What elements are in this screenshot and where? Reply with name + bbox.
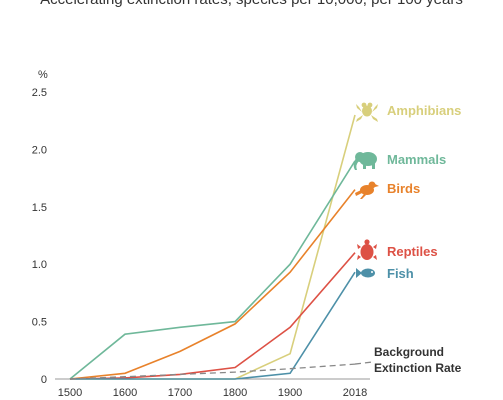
x-tick-label: 2018 [343,387,367,399]
frog-icon [356,102,378,122]
x-tick-label: 1600 [113,387,137,399]
y-tick-label: 1.5 [32,202,47,214]
series-labels: Amphibians Mammals Birds Reptiles Fish Backgr… [374,103,462,375]
y-tick-label: 0.5 [32,317,47,329]
series-line-fish [70,271,356,380]
series-label-mammals: Mammals [387,152,446,167]
turtle-icon [357,239,377,260]
axes: % 0 0.5 1.0 1.5 2.0 2.5 1500 1600 1700 1800 1900 201… [32,69,370,399]
series-line-mammals [69,160,356,380]
y-tick-label: 1.0 [32,259,47,271]
y-tick-label: 2.5 [32,87,47,99]
series-icons [353,102,379,278]
chart-title: Accelerating extinction rates, species p… [0,0,503,8]
y-tick-label: 2.0 [32,144,47,156]
series-label-background-extinction-rate: Extinction Rate [374,361,462,375]
x-tick-label: 1900 [278,387,302,399]
x-tick-label: 1700 [168,387,192,399]
series-line-reptiles [69,252,356,380]
series-label-birds: Birds [387,181,420,196]
series-lines [69,114,373,380]
series-label-reptiles: Reptiles [387,244,438,259]
series-line-birds [69,189,356,380]
series-label-fish: Fish [387,266,414,281]
series-label-background-extinction-rate: Background [374,345,444,359]
series-label-amphibians: Amphibians [387,103,461,118]
x-tick-label: 1500 [58,387,82,399]
y-axis-unit-label: % [38,69,48,81]
background-rate-extension [354,361,373,365]
elephant-icon [353,152,377,170]
x-tick-label: 1800 [223,387,247,399]
y-tick-label: 0 [41,374,47,386]
bird-icon [355,181,379,199]
series-line-background-extinction-rate [69,363,356,380]
fish-icon [356,268,375,278]
